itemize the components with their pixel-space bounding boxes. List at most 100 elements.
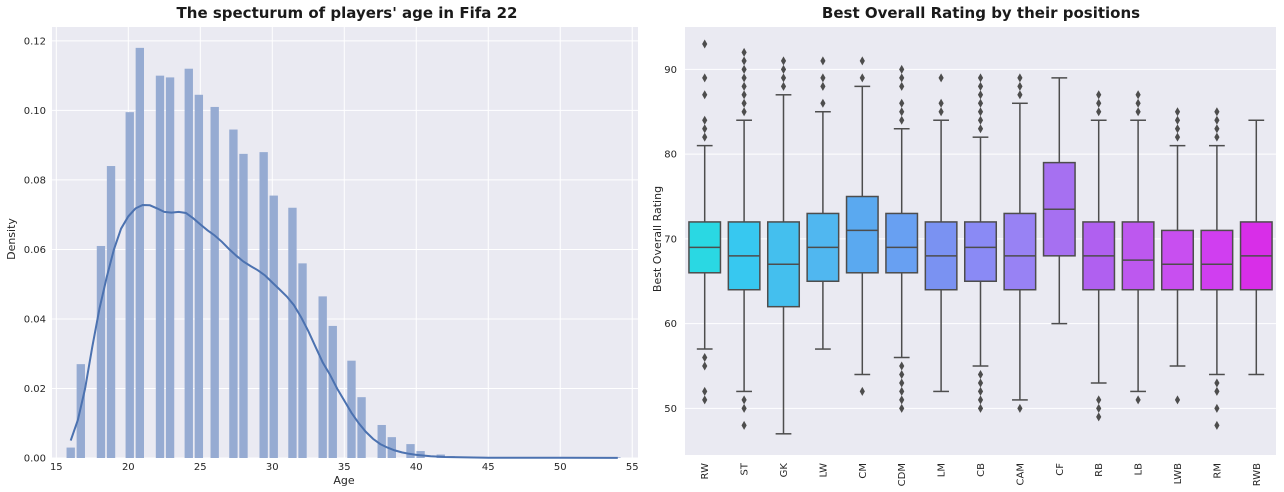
outlier-marker	[977, 386, 984, 396]
outlier-marker	[741, 90, 747, 100]
y-tick-label: 0.08	[24, 175, 46, 186]
outlier-marker	[1096, 412, 1102, 422]
outlier-marker	[938, 107, 944, 117]
x-tick-label: 20	[122, 462, 135, 473]
histogram-plot-area	[52, 27, 638, 458]
histogram-bar	[194, 94, 204, 458]
outlier-marker	[702, 90, 708, 100]
outlier-marker	[899, 386, 905, 396]
x-tick-label: 35	[338, 462, 351, 473]
outlier-marker	[741, 56, 747, 66]
outlier-marker	[1214, 386, 1220, 396]
histogram-bar	[328, 325, 337, 458]
histogram-bar	[155, 75, 165, 459]
box-rm	[1200, 107, 1234, 430]
histogram-y-ticks: 0.00 0.02 0.04 0.06 0.08 0.10 0.12	[24, 36, 46, 464]
histogram-y-axis-label: Density	[5, 218, 18, 260]
y-tick-label: 0.00	[24, 454, 46, 465]
x-tick-label: ST	[740, 462, 751, 475]
histogram-bar	[269, 195, 278, 459]
outlier-marker	[1214, 403, 1220, 413]
outlier-marker	[938, 98, 944, 108]
iqr-box	[1160, 229, 1195, 291]
box-cb	[963, 73, 998, 413]
histogram-title: The specturum of players' age in Fifa 22	[177, 4, 518, 22]
outlier-marker	[977, 395, 984, 405]
outlier-marker	[741, 403, 747, 413]
outlier-marker	[741, 47, 747, 57]
x-tick-label: CM	[858, 463, 869, 479]
outlier-marker	[1096, 98, 1102, 108]
y-tick-label: 0.06	[24, 245, 46, 256]
histogram-bar	[318, 296, 327, 458]
histogram-bar	[125, 112, 134, 458]
outlier-marker	[820, 98, 826, 108]
outlier-marker	[702, 124, 708, 134]
x-tick-label: 15	[50, 462, 63, 473]
outlier-marker	[702, 115, 708, 125]
boxplot-chart: RW ST GK LW CM CDM LM CB CAM CF RB LB LWB RM RWB 50 60 7…	[651, 4, 1276, 486]
x-tick-label: GK	[779, 463, 790, 478]
histogram-bar	[406, 444, 415, 458]
x-tick-label: RW	[700, 463, 711, 480]
outlier-marker	[899, 81, 905, 91]
iqr-box	[1121, 221, 1155, 291]
outlier-marker	[1214, 107, 1220, 117]
outlier-marker	[780, 56, 787, 66]
outlier-marker	[899, 115, 905, 125]
box-lw	[806, 56, 840, 350]
outlier-marker	[1214, 124, 1220, 134]
outlier-marker	[1214, 132, 1220, 142]
x-tick-label: LM	[937, 463, 948, 477]
iqr-box	[1200, 229, 1234, 291]
outlier-marker	[1135, 395, 1141, 405]
histogram-bar	[377, 424, 386, 458]
box-rwb	[1239, 119, 1273, 376]
outlier-marker	[1214, 420, 1220, 430]
box-lwb	[1160, 107, 1195, 405]
outlier-marker	[1174, 124, 1181, 134]
y-tick-label: 0.04	[24, 314, 46, 325]
x-tick-label: 40	[410, 462, 423, 473]
outlier-marker	[702, 353, 708, 363]
outlier-marker	[1096, 395, 1102, 405]
x-tick-label: RWB	[1252, 463, 1263, 486]
y-tick-label: 80	[664, 150, 677, 161]
outlier-marker	[1017, 403, 1023, 413]
box-cm	[845, 56, 879, 396]
histogram-bars	[66, 47, 621, 459]
histogram-bar	[288, 207, 297, 458]
outlier-marker	[899, 369, 905, 379]
outlier-marker	[820, 73, 826, 83]
y-tick-label: 0.10	[24, 106, 46, 117]
outlier-marker	[977, 369, 984, 379]
box-gk	[766, 56, 801, 435]
iqr-box	[963, 221, 998, 283]
outlier-marker	[977, 98, 984, 108]
outlier-marker	[977, 73, 984, 83]
outlier-marker	[780, 73, 787, 83]
outlier-marker	[977, 403, 984, 413]
outlier-marker	[741, 107, 747, 117]
histogram-x-axis-label: Age	[333, 474, 355, 487]
x-tick-label: 25	[194, 462, 207, 473]
outlier-marker	[780, 81, 787, 91]
outlier-marker	[741, 81, 747, 91]
outlier-marker	[741, 73, 747, 83]
outlier-marker	[977, 90, 984, 100]
outlier-marker	[977, 81, 984, 91]
boxplot-boxes	[688, 39, 1273, 435]
box-lb	[1121, 90, 1155, 405]
outlier-marker	[1135, 107, 1141, 117]
boxplot-x-ticks: RW ST GK LW CM CDM LM CB CAM CF RB LB LWB RM RWB	[700, 462, 1263, 486]
outlier-marker	[1214, 378, 1220, 388]
outlier-marker	[899, 107, 905, 117]
histogram-x-ticks: 15 20 25 30 35 40 45 50 55	[50, 462, 639, 473]
histogram-bar	[165, 77, 175, 458]
outlier-marker	[859, 73, 865, 83]
outlier-marker	[977, 107, 984, 117]
x-tick-label: CDM	[897, 463, 908, 486]
box-cam	[1003, 73, 1037, 413]
box-cdm	[885, 64, 919, 413]
